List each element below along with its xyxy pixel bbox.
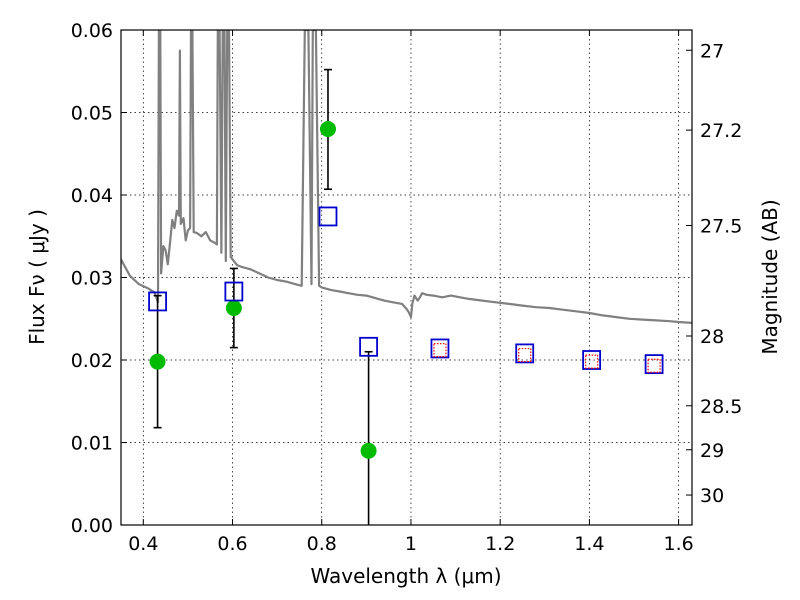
model-flux-square [644,354,664,375]
spectrum-line [121,30,692,324]
x-tick-label: 1.6 [664,533,694,555]
y-tick-label: 0.05 [71,103,113,125]
y-tick-label: 0.00 [71,515,113,537]
y-axis-label: Flux Fν ( μJy ) [25,209,49,345]
x-tick-label: 0.8 [307,533,337,555]
y2-tick-label: 27.5 [700,215,742,237]
axis-ticks: 0.4 0.6 0.8 1 1.2 1.4 1.6 0.00 0.01 0.02 0.03 0.04 0… [71,20,743,555]
observed-flux-point [149,353,166,370]
x-tick-label: 0.6 [217,533,247,555]
observed-flux-point [360,442,377,459]
x-axis-label: Wavelength λ (μm) [310,564,501,588]
x-tick-label: 1.4 [574,533,604,555]
model-flux-square [224,281,244,302]
photometry-markers [148,68,664,525]
model-flux-square [582,350,602,370]
y2-tick-label: 27.2 [700,120,742,142]
model-flux-square [515,343,535,364]
observed-flux-point [225,300,242,317]
y-tick-label: 0.03 [71,268,113,290]
y2-tick-label: 28 [700,326,724,348]
model-flux-square-alt [518,347,532,363]
y2-tick-label: 28.5 [700,396,742,418]
x-tick-label: 1 [405,533,417,555]
grid [121,29,692,526]
model-flux-square-alt [647,358,661,373]
model-flux-square-alt [585,354,599,369]
y2-tick-label: 29 [700,440,724,462]
model-flux-square [359,336,378,357]
model-flux-square [318,206,338,227]
y-tick-label: 0.02 [71,350,113,372]
y-tick-label: 0.06 [71,20,113,42]
model-spectrum [121,30,692,324]
model-flux-square-alt [433,343,447,358]
y2-tick-label: 30 [700,485,724,507]
x-tick-label: 1.2 [485,533,515,555]
y2-tick-label: 27 [700,40,724,62]
y-tick-label: 0.04 [71,185,113,207]
y2-axis-label: Magnitude (AB) [758,199,782,354]
observed-flux-point [319,121,336,137]
x-tick-label: 0.4 [128,533,158,555]
y-tick-label: 0.01 [71,433,113,455]
model-flux-square [148,291,167,312]
model-flux-square [430,338,450,359]
